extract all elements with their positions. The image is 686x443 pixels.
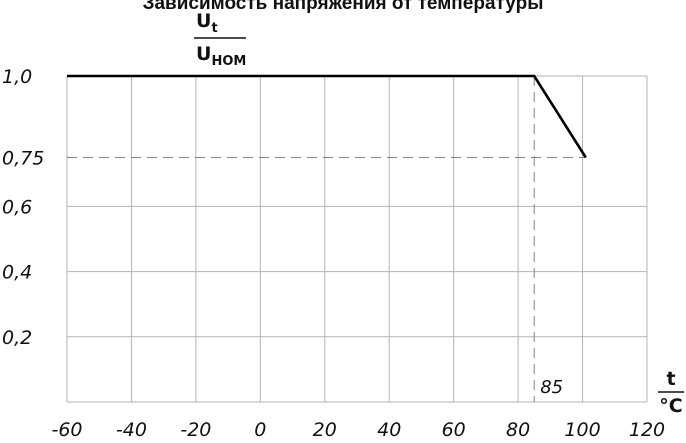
- x-tick-label: 120: [629, 419, 665, 441]
- x-tick-label: 40: [377, 419, 401, 441]
- x-tick-labels: -60 -40 -20 0 20 40 60 80 100 120: [51, 419, 665, 441]
- y-tick-label: 0,75: [2, 148, 44, 170]
- reference-label-85: 85: [540, 377, 563, 398]
- y-label-numerator: Ut: [196, 10, 218, 36]
- x-axis-label: t °C: [658, 368, 684, 417]
- y-tick-label: 0,4: [2, 262, 32, 284]
- x-tick-label: 0: [254, 419, 266, 441]
- x-tick-label: 60: [442, 419, 466, 441]
- x-tick-label: 20: [313, 419, 337, 441]
- series-line: [67, 74, 587, 159]
- grid: [66, 75, 648, 403]
- x-tick-label: 100: [564, 419, 600, 441]
- x-tick-label: -20: [180, 419, 211, 441]
- chart-title: Зависимость напряжения от температуры: [143, 0, 544, 14]
- y-axis-label: Ut UНОМ: [194, 10, 246, 69]
- x-label-denominator: °C: [659, 395, 682, 417]
- y-tick-labels: 0,2 0,4 0,6 0,75 1,0: [2, 66, 44, 349]
- y-tick-label: 0,6: [2, 196, 32, 218]
- x-tick-label: 80: [506, 419, 530, 441]
- x-tick-label: -60: [51, 419, 82, 441]
- y-tick-label: 0,2: [2, 327, 32, 349]
- series-layer: [67, 74, 587, 159]
- x-tick-label: -40: [116, 419, 147, 441]
- x-label-numerator: t: [666, 368, 675, 390]
- y-label-denominator: UНОМ: [196, 43, 246, 69]
- reference-lines: 85: [67, 76, 586, 402]
- y-tick-label: 1,0: [2, 66, 32, 88]
